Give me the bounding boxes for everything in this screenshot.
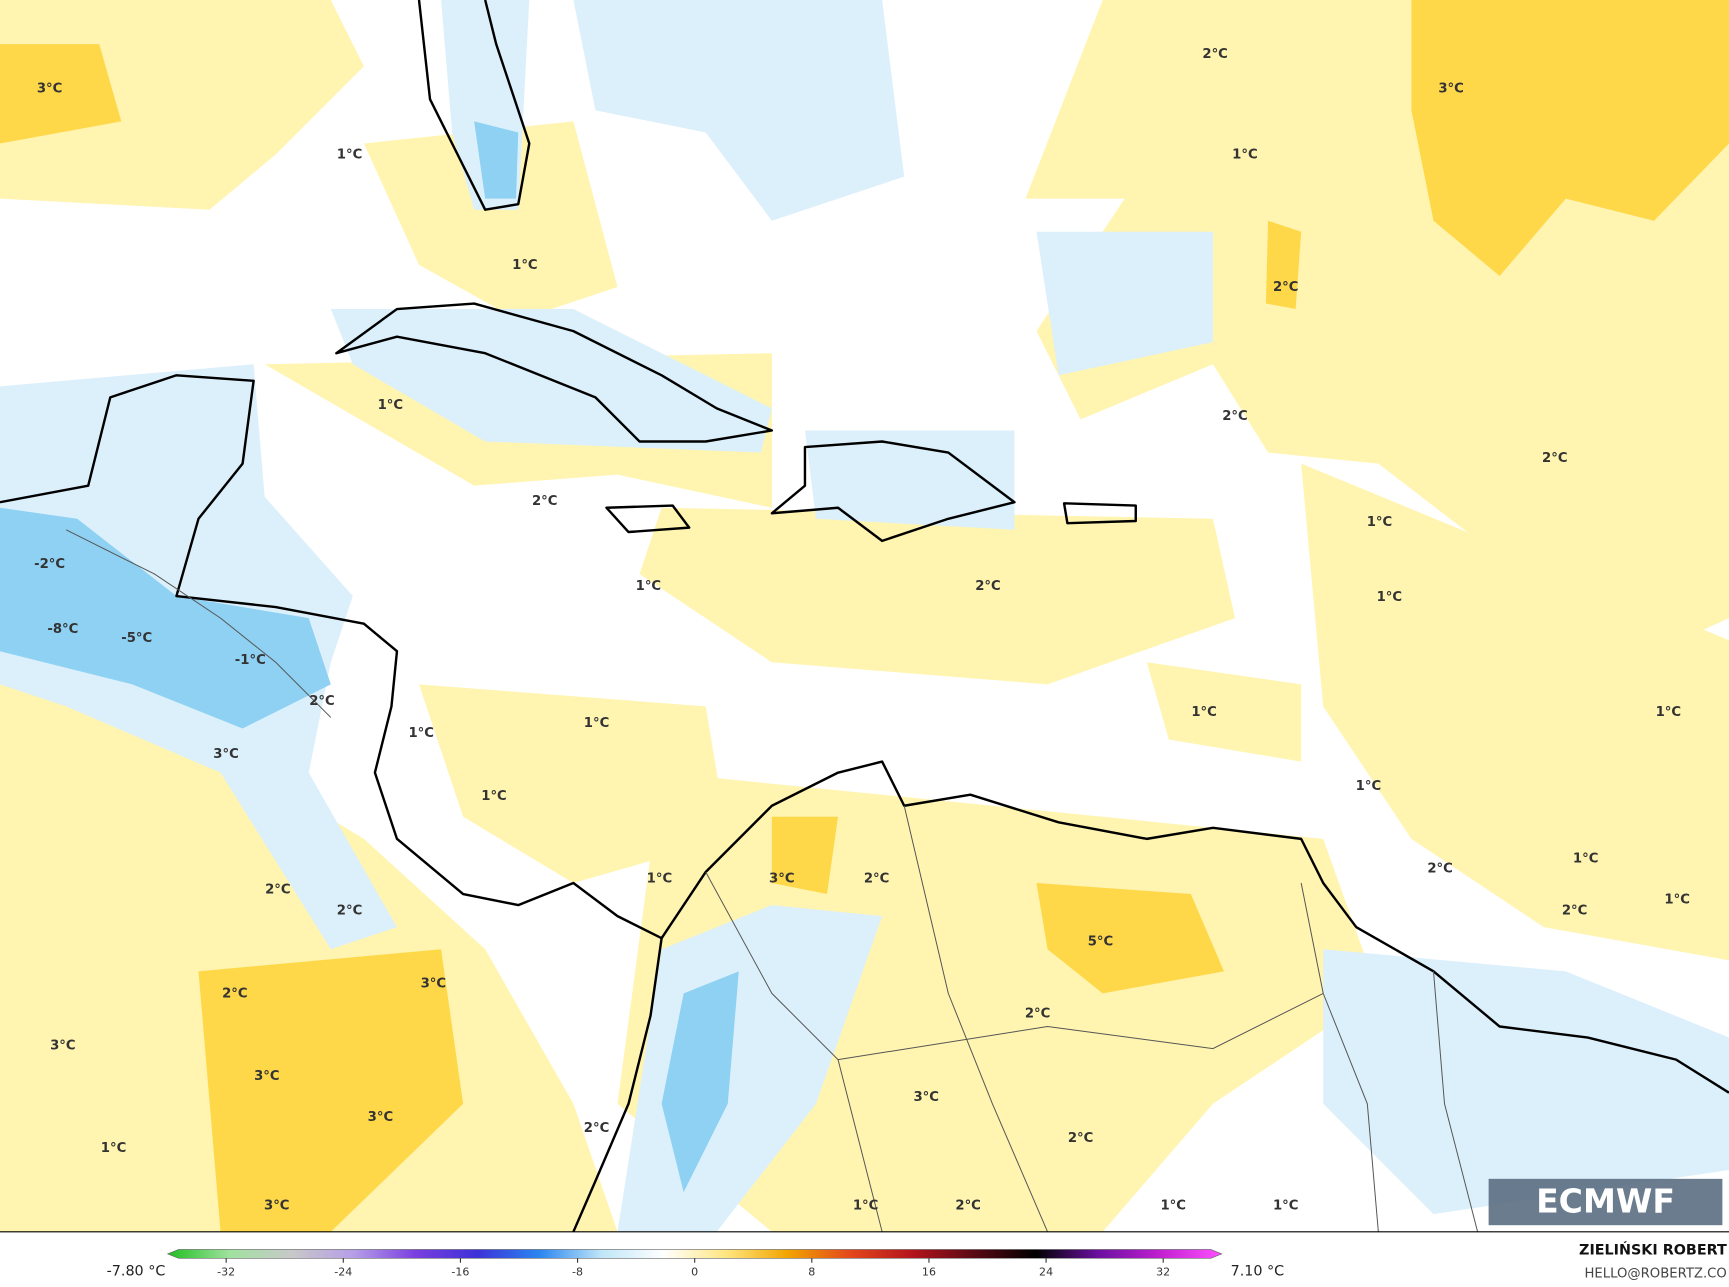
colorbar-tick-label: -16 xyxy=(451,1266,469,1279)
contour-label: 1°C xyxy=(1273,1198,1299,1213)
contour-label: 5°C xyxy=(1088,935,1114,950)
contour-label: 3°C xyxy=(913,1090,939,1105)
colorbar-bar xyxy=(166,1249,1223,1259)
colorbar-tick-label: 0 xyxy=(691,1266,698,1279)
contour-label: 2°C xyxy=(309,694,335,709)
borders xyxy=(65,529,1479,1233)
contour-label: 3°C xyxy=(264,1198,290,1213)
contour-label: -1°C xyxy=(235,653,266,668)
cold-areas xyxy=(0,121,739,1193)
contour-label: -2°C xyxy=(34,557,65,572)
contour-label: 2°C xyxy=(584,1121,610,1136)
logo: ECMWF xyxy=(1488,1178,1723,1226)
contour-label: 1°C xyxy=(101,1141,127,1156)
contour-label: 3°C xyxy=(213,747,239,762)
coastlines xyxy=(0,0,1729,1233)
colorbar-tick-label: 24 xyxy=(1039,1266,1053,1279)
colorbar-tick-label: -8 xyxy=(572,1266,583,1279)
contour-label: 3°C xyxy=(50,1038,76,1053)
contour-label: 2°C xyxy=(265,883,291,898)
contour-label: 3°C xyxy=(254,1069,280,1084)
contour-label: 1°C xyxy=(378,398,404,413)
contour-label: 1°C xyxy=(337,148,363,163)
contour-label: 1°C xyxy=(636,579,662,594)
contour-label: 2°C xyxy=(1025,1006,1051,1021)
contour-label: 1°C xyxy=(647,872,673,887)
contour-label: 2°C xyxy=(337,904,363,919)
contour-label: 3°C xyxy=(37,81,63,96)
logo-box xyxy=(1488,1178,1723,1226)
contour-label: 2°C xyxy=(864,872,890,887)
contour-label: 2°C xyxy=(975,579,1001,594)
colorbar-tick-label: 8 xyxy=(808,1266,815,1279)
contour-label: 2°C xyxy=(1542,451,1568,466)
logo-text: ECMWF xyxy=(1536,1182,1675,1221)
contour-label: 2°C xyxy=(1068,1131,1094,1146)
colorbar-tick-label: 16 xyxy=(922,1266,936,1279)
contour-label: 2°C xyxy=(532,494,558,509)
credit-author: ZIELIŃSKI ROBERT xyxy=(1579,1242,1727,1259)
contour-label: 1°C xyxy=(1377,590,1403,605)
credit-contact: HELLO@ROBERTZ.CO xyxy=(1584,1267,1726,1282)
warm-areas xyxy=(0,0,1729,1232)
contour-label: 1°C xyxy=(481,789,507,804)
contour-label: 2°C xyxy=(1222,409,1248,424)
contour-label: 1°C xyxy=(584,716,610,731)
colorbar: -32 -24 -16 -8 0 8 16 24 32 xyxy=(166,1249,1223,1279)
contour-label: 1°C xyxy=(1573,852,1599,867)
colorbar-tick-label: 32 xyxy=(1156,1266,1170,1279)
warmer-areas xyxy=(0,0,1729,1232)
contour-label: 2°C xyxy=(1273,280,1299,295)
contour-label: 1°C xyxy=(1160,1198,1186,1213)
contour-label: 2°C xyxy=(222,986,248,1001)
contour-label: 1°C xyxy=(408,726,434,741)
contour-label: -8°C xyxy=(47,622,78,637)
contour-label: 1°C xyxy=(1356,779,1382,794)
contour-label: 3°C xyxy=(769,872,795,887)
footer xyxy=(0,1231,1729,1287)
contour-label: 2°C xyxy=(1202,47,1228,62)
contour-label: 2°C xyxy=(1427,862,1453,877)
contour-label: 3°C xyxy=(1438,81,1464,96)
contour-label: 1°C xyxy=(1232,148,1258,163)
colorbar-tick-label: -24 xyxy=(334,1266,352,1279)
colorbar-max: 7.10 °C xyxy=(1231,1264,1285,1280)
contour-label: 2°C xyxy=(955,1198,981,1213)
contour-label: 1°C xyxy=(1191,705,1217,720)
contour-label: 1°C xyxy=(853,1198,879,1213)
colorbar-min: -7.80 °C xyxy=(107,1264,166,1280)
contour-labels: 3°C 1°C 1°C 2°C 3°C 1°C 2°C 1°C 2°C 2°C 2°C -2°C 1°C… xyxy=(34,47,1690,1213)
contour-label: 1°C xyxy=(1656,705,1682,720)
contour-label: -5°C xyxy=(121,631,152,646)
contour-label: 3°C xyxy=(368,1110,394,1125)
colorbar-tick-label: -32 xyxy=(217,1266,235,1279)
contour-label: 1°C xyxy=(1664,893,1690,908)
contour-label: 3°C xyxy=(421,976,447,991)
contour-label: 2°C xyxy=(1562,904,1588,919)
contour-label: 1°C xyxy=(1367,515,1393,530)
contour-label: 1°C xyxy=(512,258,538,273)
